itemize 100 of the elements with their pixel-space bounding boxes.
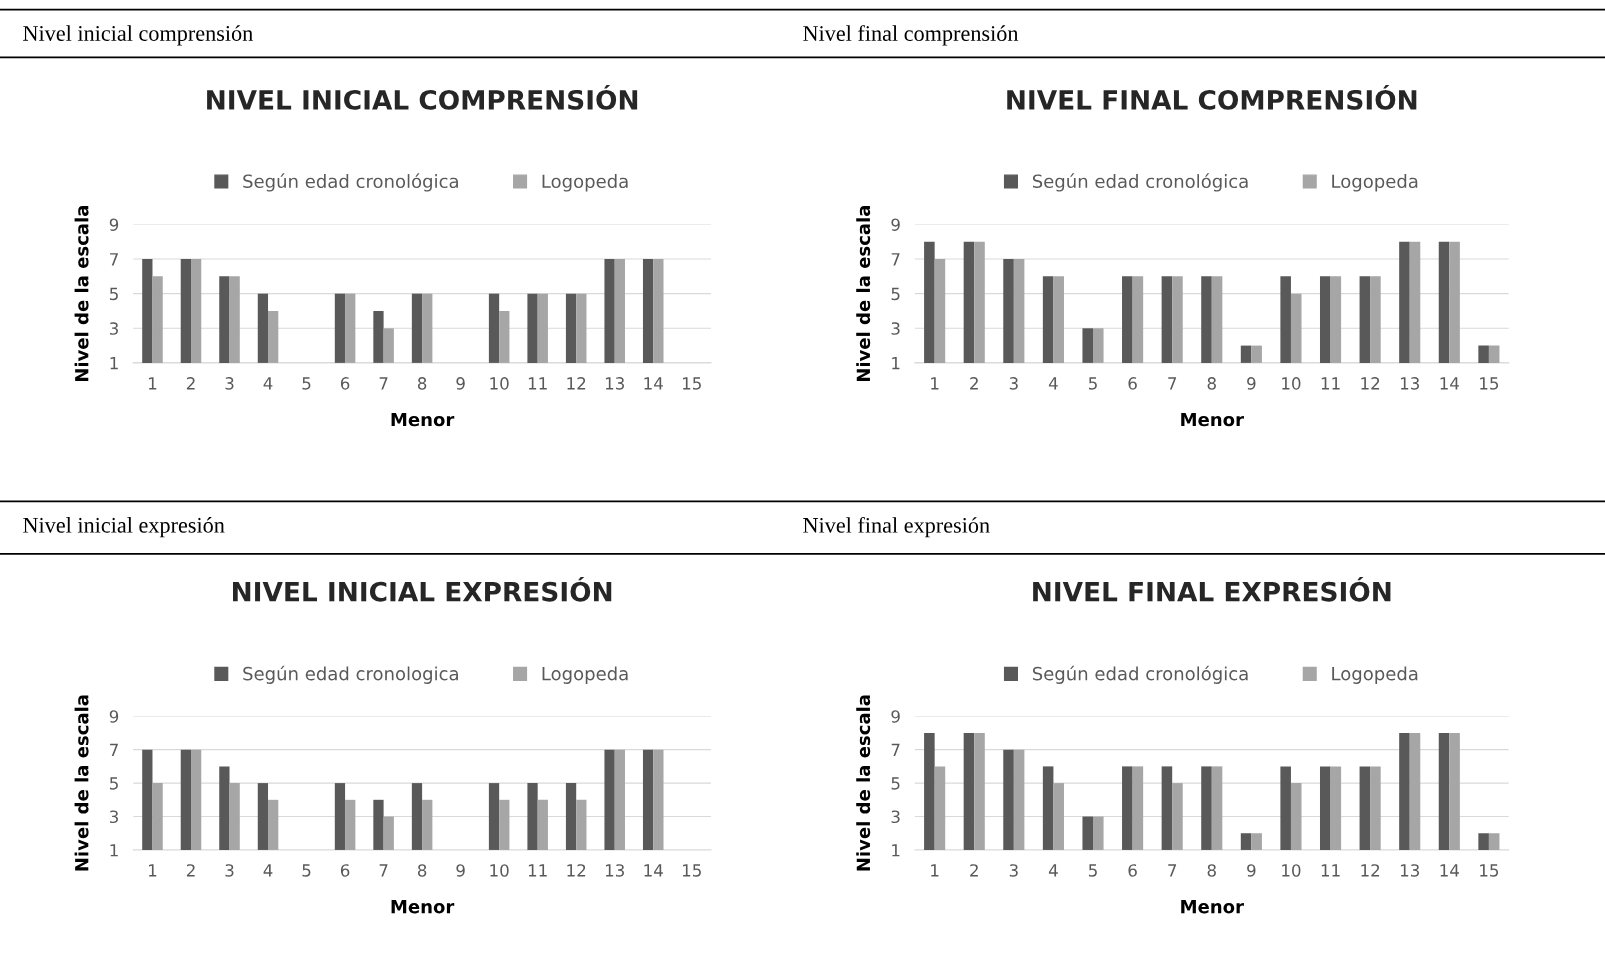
x-tick-label: 2 — [970, 864, 978, 877]
x-tick-label: 15 — [1480, 377, 1499, 390]
y-axis-title: Nivel de la escala — [856, 206, 871, 382]
x-tick-label: 4 — [263, 864, 273, 877]
legend-label: Según edad cronológica — [1032, 665, 1248, 684]
x-tick-label: 3 — [1009, 864, 1018, 877]
x-tick-label: 9 — [456, 377, 465, 390]
x-tick-label: 9 — [456, 864, 465, 877]
legend-label: Según edad cronológica — [1032, 173, 1248, 192]
chart-title: NIVEL FINAL COMPRENSIÓN — [1007, 85, 1417, 110]
legend-label: Logopeda — [1332, 174, 1418, 192]
text: Nivel final expresión — [803, 516, 990, 538]
x-tick-label: 8 — [417, 864, 427, 877]
x-tick-label: 1 — [931, 377, 939, 390]
legend-label: Logopeda — [542, 666, 628, 684]
x-tick-label: 15 — [682, 377, 701, 390]
x-tick-label: 13 — [1400, 864, 1419, 877]
y-tick-label: 3 — [109, 810, 118, 824]
x-tick-label: 7 — [379, 864, 388, 877]
x-tick-label: 5 — [302, 377, 311, 390]
x-tick-label: 7 — [1168, 377, 1177, 390]
x-axis-title: Menor — [1181, 412, 1244, 427]
y-tick-label: 9 — [891, 710, 900, 723]
y-tick-label: 5 — [891, 287, 900, 301]
x-tick-label: 14 — [1440, 377, 1459, 390]
x-tick-label: 2 — [970, 377, 978, 390]
y-tick-label: 3 — [891, 322, 900, 335]
chart-title: NIVEL FINAL EXPRESIÓN — [1033, 576, 1391, 602]
x-tick-label: 6 — [340, 864, 350, 877]
x-tick-label: 7 — [1168, 864, 1177, 877]
x-tick-label: 10 — [490, 864, 509, 877]
legend-label: Logopeda — [1332, 666, 1418, 684]
y-tick-label: 7 — [891, 743, 900, 757]
x-tick-label: 9 — [1247, 377, 1256, 390]
text: Nivel final comprensión — [803, 25, 1019, 46]
legend-label: Según edad cronologica — [243, 665, 458, 684]
x-tick-label: 11 — [1321, 864, 1340, 877]
x-tick-label: 7 — [379, 377, 388, 390]
x-tick-label: 2 — [186, 377, 195, 390]
x-tick-label: 15 — [682, 864, 701, 877]
x-tick-label: 15 — [1480, 864, 1499, 877]
x-tick-label: 8 — [417, 377, 427, 390]
x-tick-label: 14 — [1440, 864, 1459, 877]
x-tick-label: 13 — [605, 377, 624, 390]
text: Nivel inicial comprensión — [23, 25, 253, 46]
x-tick-label: 5 — [1088, 864, 1097, 877]
x-tick-label: 10 — [490, 377, 509, 390]
x-tick-label: 11 — [1321, 377, 1340, 390]
y-tick-label: 1 — [892, 844, 900, 857]
x-tick-label: 1 — [149, 864, 157, 877]
x-tick-label: 3 — [1009, 377, 1018, 390]
chart-title: NIVEL INICIAL EXPRESIÓN — [233, 576, 612, 602]
y-axis-title: Nivel de la escala — [74, 206, 89, 382]
y-tick-label: 9 — [109, 710, 119, 723]
x-tick-label: 11 — [528, 864, 547, 877]
y-tick-label: 3 — [891, 810, 900, 824]
x-tick-label: 3 — [225, 377, 234, 390]
y-tick-label: 1 — [892, 357, 900, 370]
x-tick-label: 4 — [1048, 864, 1058, 877]
chart-title: NIVEL INICIAL COMPRENSIÓN — [207, 85, 638, 110]
x-tick-label: 5 — [1088, 377, 1097, 390]
x-tick-label: 6 — [1128, 377, 1137, 390]
y-tick-label: 9 — [891, 218, 900, 231]
x-tick-label: 9 — [1247, 864, 1256, 877]
x-tick-label: 10 — [1282, 864, 1301, 877]
x-tick-label: 12 — [567, 377, 586, 390]
x-tick-label: 3 — [225, 864, 234, 877]
y-tick-label: 7 — [110, 253, 118, 266]
y-tick-label: 1 — [110, 844, 118, 857]
y-tick-label: 5 — [110, 287, 118, 301]
x-axis-title: Menor — [391, 899, 455, 914]
x-tick-label: 14 — [644, 864, 663, 877]
x-tick-label: 2 — [186, 864, 195, 877]
x-tick-label: 13 — [1400, 377, 1419, 390]
y-tick-label: 1 — [110, 357, 118, 370]
y-tick-label: 7 — [891, 253, 900, 266]
x-tick-label: 8 — [1207, 377, 1216, 390]
x-tick-label: 11 — [528, 377, 547, 390]
text: Nivel inicial expresión — [23, 517, 225, 538]
y-tick-label: 5 — [891, 777, 900, 790]
x-tick-label: 1 — [149, 377, 157, 390]
x-tick-label: 14 — [644, 377, 663, 390]
x-tick-label: 4 — [1048, 377, 1058, 390]
y-axis-title: Nivel de la escala — [856, 695, 871, 871]
x-tick-label: 12 — [567, 864, 586, 877]
x-tick-label: 13 — [605, 864, 624, 877]
y-tick-label: 7 — [110, 743, 118, 757]
y-tick-label: 3 — [109, 322, 118, 335]
x-tick-label: 8 — [1207, 864, 1216, 877]
x-tick-label: 6 — [1128, 864, 1137, 877]
x-axis-title: Menor — [1181, 899, 1244, 914]
x-tick-label: 5 — [302, 864, 311, 877]
legend-label: Según edad cronológica — [243, 173, 458, 192]
x-tick-label: 1 — [931, 864, 939, 877]
y-axis-title: Nivel de la escala — [74, 695, 89, 871]
y-tick-label: 9 — [109, 218, 119, 231]
y-tick-label: 5 — [110, 777, 118, 790]
legend-label: Logopeda — [542, 174, 628, 192]
x-axis-title: Menor — [391, 412, 455, 427]
x-tick-label: 10 — [1282, 377, 1301, 390]
